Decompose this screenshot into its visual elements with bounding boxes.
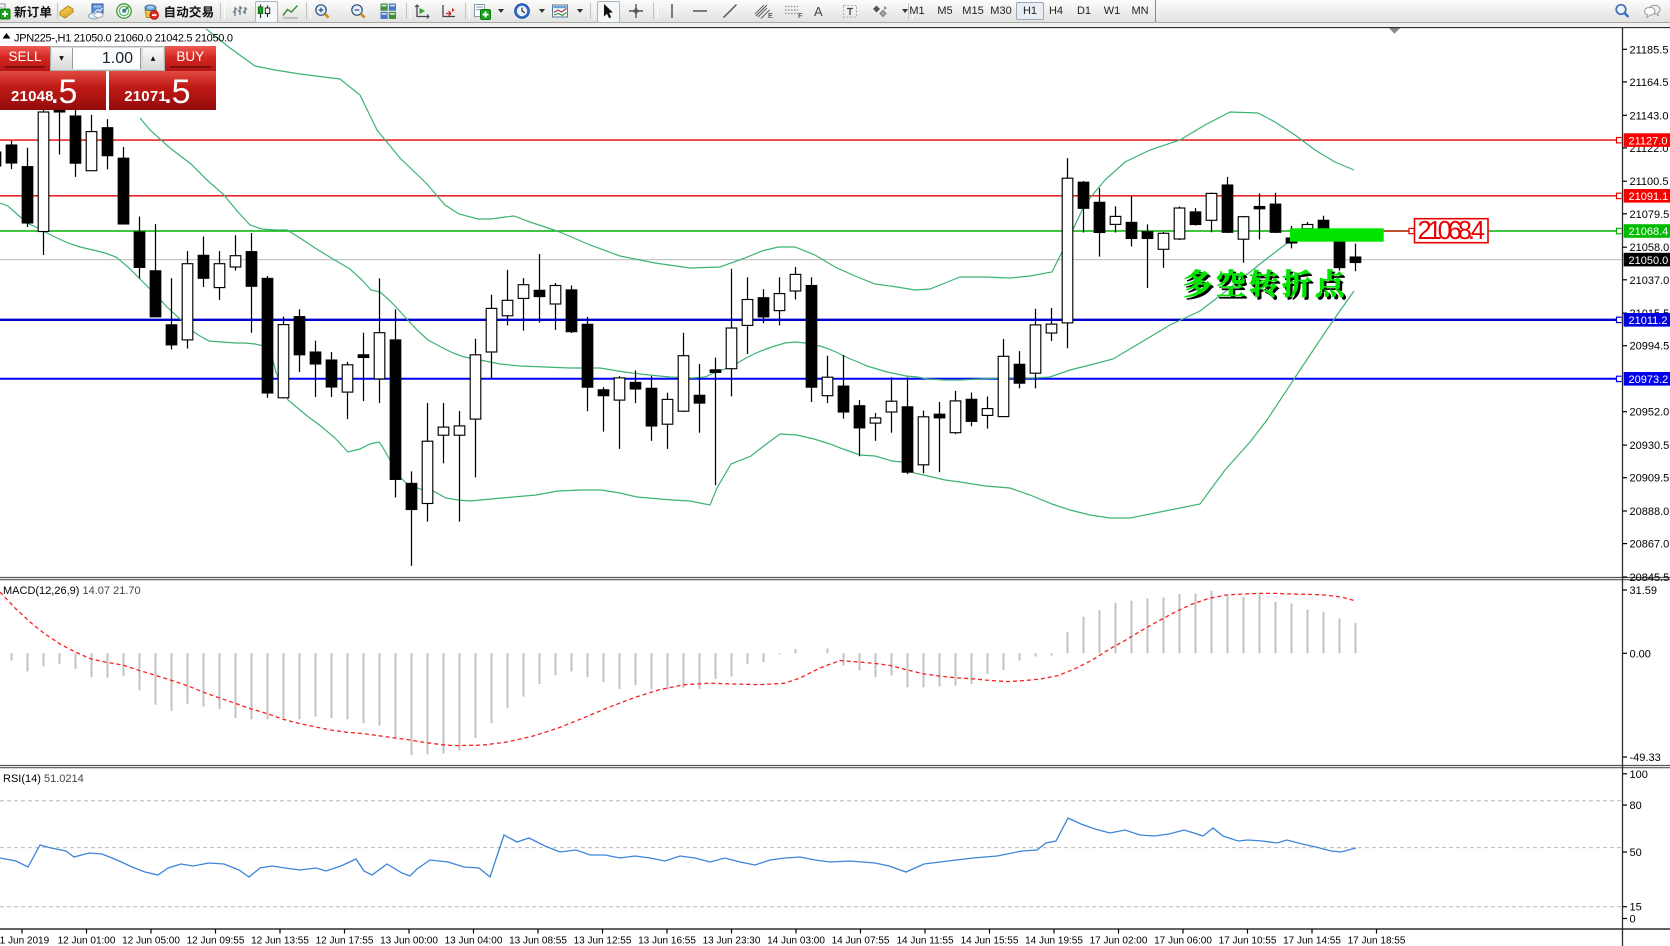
svg-text:21143.0: 21143.0 bbox=[1630, 110, 1669, 122]
svg-text:14 Jun 07:55: 14 Jun 07:55 bbox=[832, 936, 890, 946]
svg-text:80: 80 bbox=[1630, 800, 1642, 812]
svg-text:21068.4: 21068.4 bbox=[1629, 226, 1669, 238]
svg-text:17 Jun 14:55: 17 Jun 14:55 bbox=[1283, 936, 1341, 946]
svg-text:12 Jun 01:00: 12 Jun 01:00 bbox=[58, 936, 116, 946]
svg-text:14 Jun 11:55: 14 Jun 11:55 bbox=[896, 936, 954, 946]
svg-text:17 Jun 18:55: 17 Jun 18:55 bbox=[1348, 936, 1406, 946]
svg-text:0: 0 bbox=[1630, 914, 1636, 926]
svg-text:13 Jun 04:00: 13 Jun 04:00 bbox=[445, 936, 503, 946]
svg-text:14 Jun 19:55: 14 Jun 19:55 bbox=[1025, 936, 1083, 946]
svg-text:17 Jun 02:00: 17 Jun 02:00 bbox=[1090, 936, 1148, 946]
svg-text:MACD(12,26,9) 14.07 21.70: MACD(12,26,9) 14.07 21.70 bbox=[3, 585, 141, 597]
svg-text:14 Jun 03:00: 14 Jun 03:00 bbox=[767, 936, 825, 946]
svg-text:20909.5: 20909.5 bbox=[1630, 473, 1670, 485]
svg-text:100: 100 bbox=[1630, 769, 1648, 781]
svg-text:21011.2: 21011.2 bbox=[1629, 315, 1668, 327]
svg-text:12 Jun 17:55: 12 Jun 17:55 bbox=[316, 936, 374, 946]
svg-text:21037.0: 21037.0 bbox=[1630, 275, 1670, 287]
svg-text:20994.5: 20994.5 bbox=[1630, 341, 1670, 353]
svg-text:RSI(14) 51.0214: RSI(14) 51.0214 bbox=[3, 773, 84, 785]
svg-text:20952.0: 20952.0 bbox=[1630, 407, 1670, 419]
svg-text:21164.5: 21164.5 bbox=[1630, 77, 1669, 89]
svg-text:17 Jun 06:00: 17 Jun 06:00 bbox=[1154, 936, 1212, 946]
svg-text:12 Jun 09:55: 12 Jun 09:55 bbox=[187, 936, 245, 946]
svg-text:13 Jun 23:30: 13 Jun 23:30 bbox=[703, 936, 761, 946]
svg-text:21079.5: 21079.5 bbox=[1630, 209, 1670, 221]
svg-text:12 Jun 13:55: 12 Jun 13:55 bbox=[251, 936, 309, 946]
svg-text:11 Jun 2019: 11 Jun 2019 bbox=[0, 936, 50, 946]
svg-text:50: 50 bbox=[1630, 847, 1642, 859]
svg-text:13 Jun 00:00: 13 Jun 00:00 bbox=[380, 936, 438, 946]
svg-text:20867.0: 20867.0 bbox=[1630, 539, 1670, 551]
svg-text:20930.5: 20930.5 bbox=[1630, 440, 1670, 452]
svg-text:14 Jun 15:55: 14 Jun 15:55 bbox=[961, 936, 1019, 946]
svg-text:20888.0: 20888.0 bbox=[1630, 506, 1670, 518]
svg-text:JPN225-,H1 21050.0 21060.0 21: JPN225-,H1 21050.0 21060.0 21042.5 21050… bbox=[14, 33, 233, 45]
svg-text:13 Jun 12:55: 13 Jun 12:55 bbox=[574, 936, 632, 946]
svg-text:21058.0: 21058.0 bbox=[1630, 242, 1670, 254]
svg-text:15: 15 bbox=[1630, 902, 1642, 914]
svg-text:21050.0: 21050.0 bbox=[1629, 255, 1669, 267]
svg-text:21091.1: 21091.1 bbox=[1629, 191, 1669, 203]
svg-text:21100.5: 21100.5 bbox=[1630, 176, 1669, 188]
svg-text:13 Jun 16:55: 13 Jun 16:55 bbox=[638, 936, 696, 946]
svg-text:17 Jun 10:55: 17 Jun 10:55 bbox=[1219, 936, 1277, 946]
svg-text:20973.2: 20973.2 bbox=[1629, 374, 1669, 386]
svg-text:31.59: 31.59 bbox=[1630, 585, 1658, 597]
svg-text:21185.5: 21185.5 bbox=[1630, 44, 1669, 56]
svg-text:20845.5: 20845.5 bbox=[1630, 572, 1670, 584]
svg-text:13 Jun 08:55: 13 Jun 08:55 bbox=[509, 936, 567, 946]
svg-text:-49.33: -49.33 bbox=[1630, 752, 1661, 764]
svg-text:21127.0: 21127.0 bbox=[1629, 135, 1668, 147]
svg-text:0.00: 0.00 bbox=[1630, 648, 1651, 660]
svg-text:12 Jun 05:00: 12 Jun 05:00 bbox=[122, 936, 180, 946]
svg-text:21068.4: 21068.4 bbox=[1418, 217, 1486, 245]
